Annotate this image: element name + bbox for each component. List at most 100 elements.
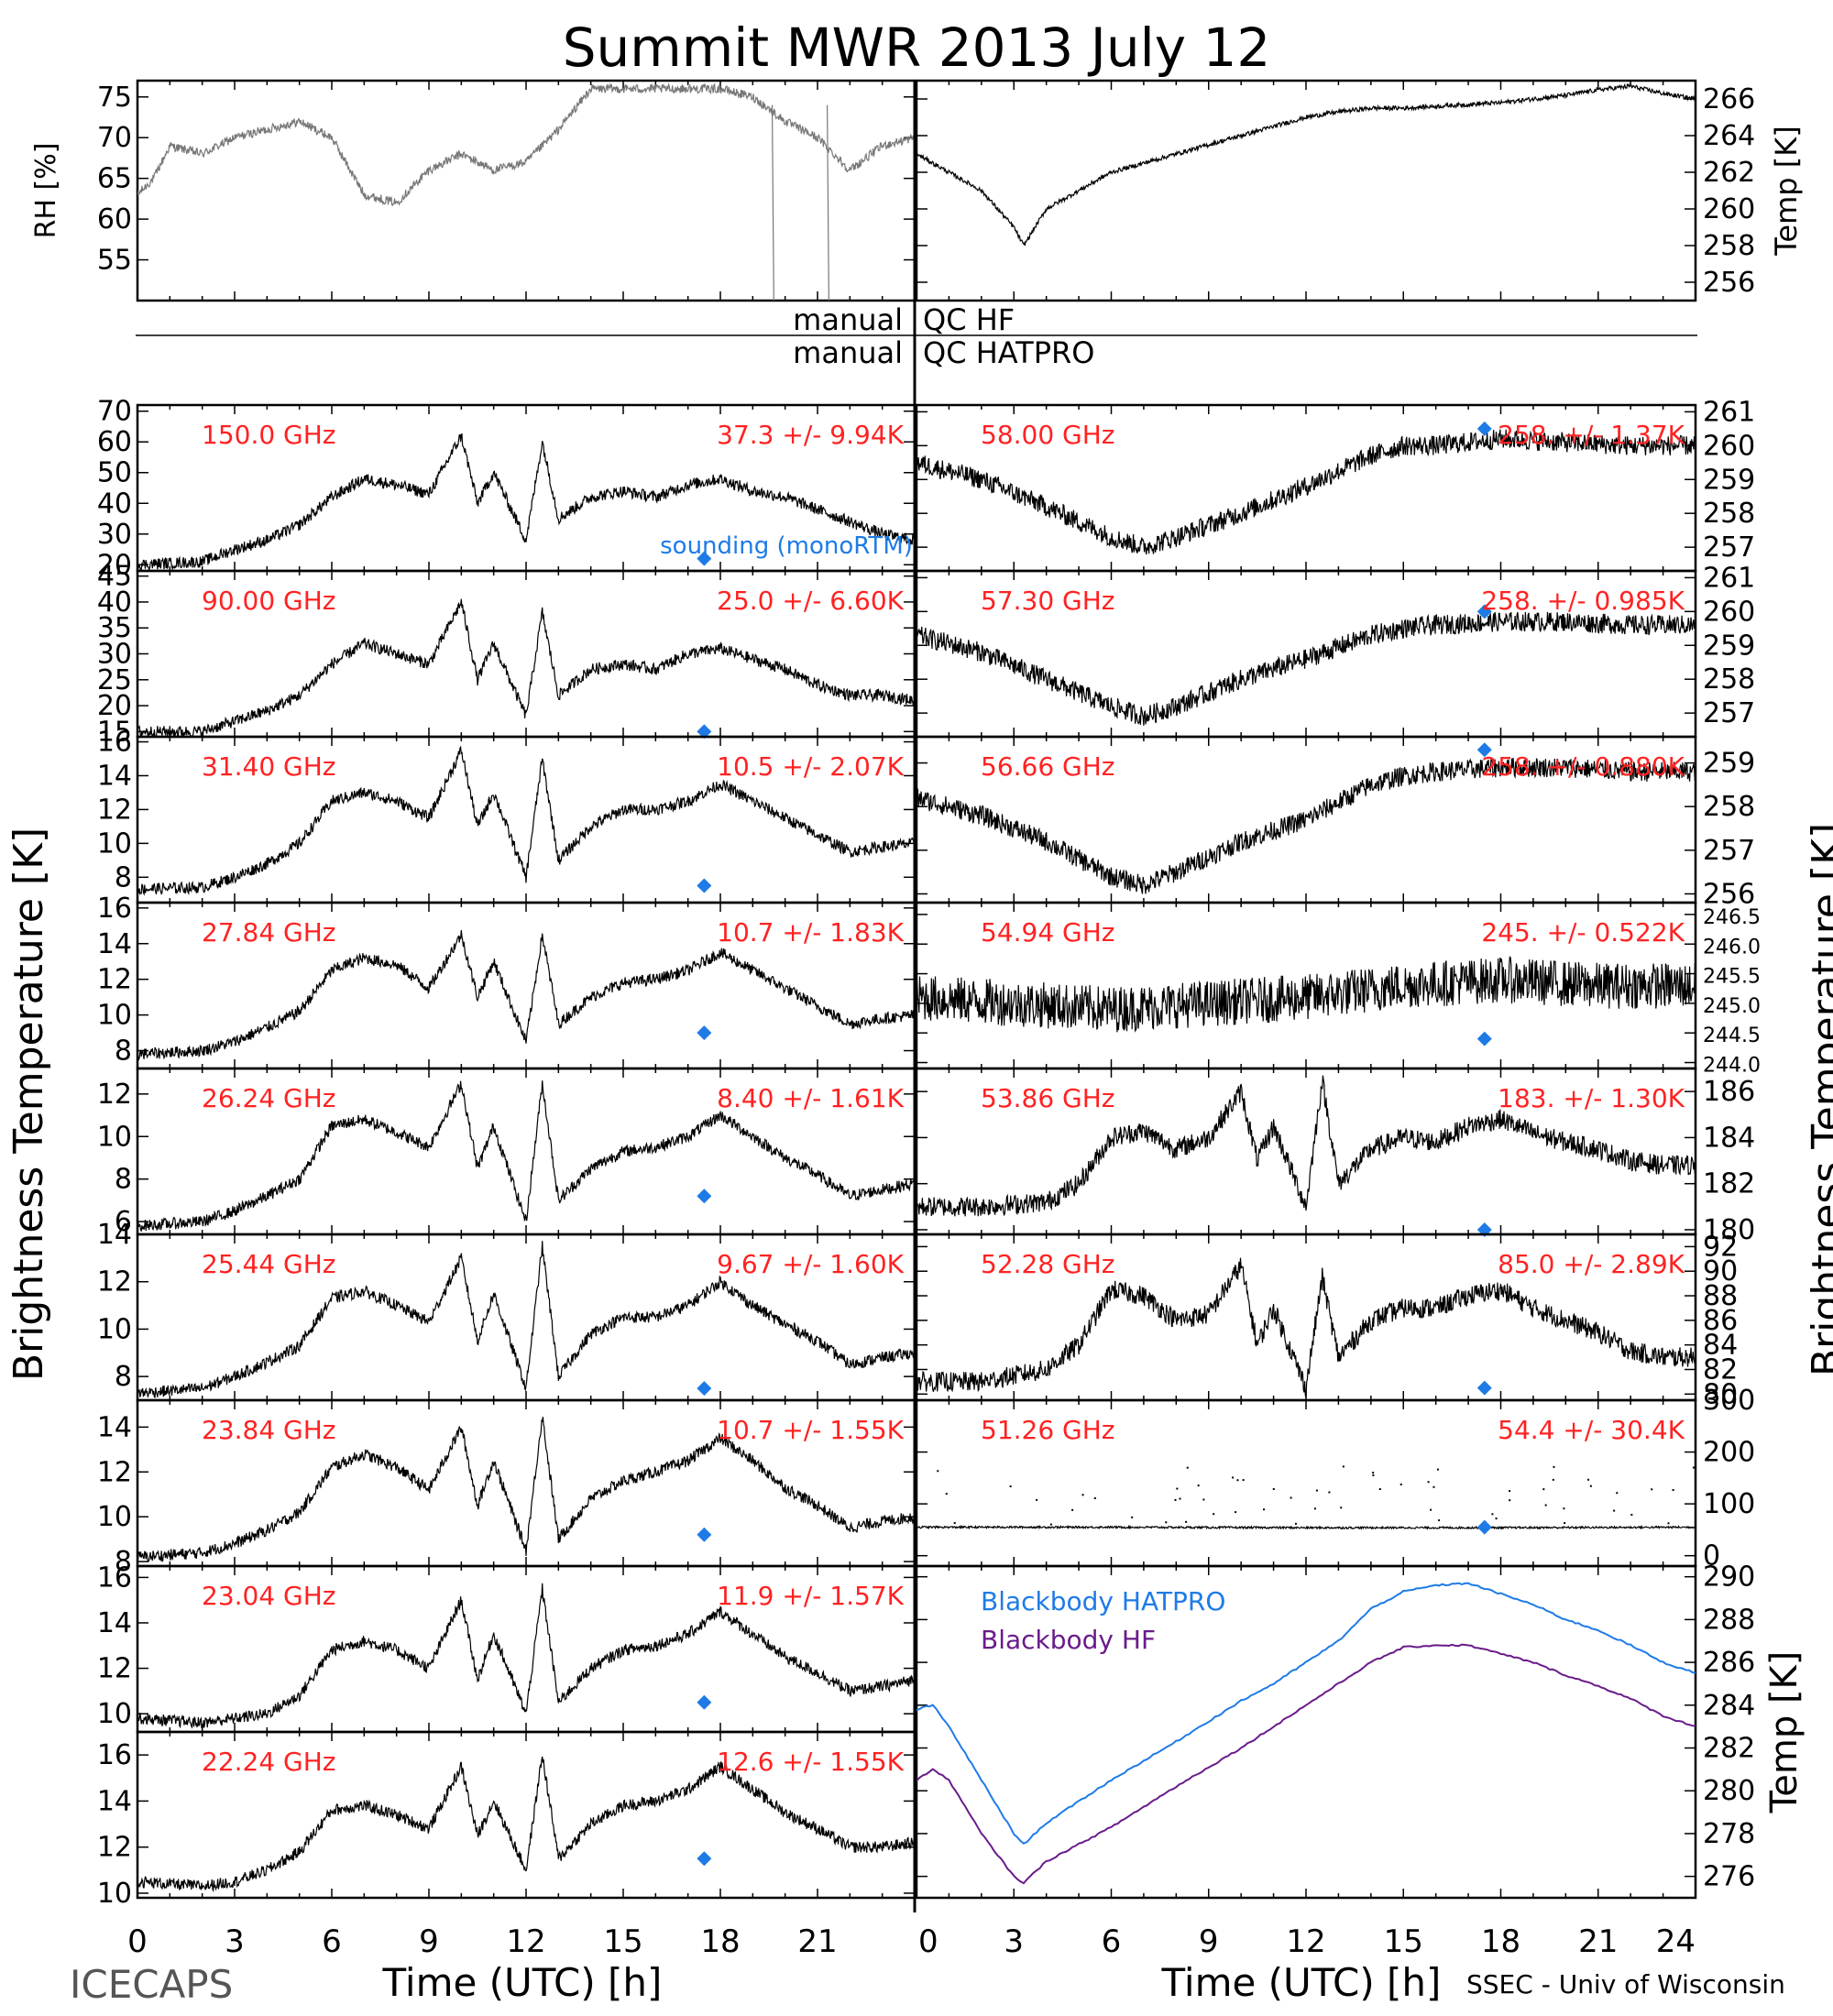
y-tick-label: 10 — [97, 1121, 132, 1153]
y-tick-label: 20 — [97, 690, 132, 722]
outlier-point — [1589, 1485, 1592, 1487]
sounding-marker — [697, 724, 712, 740]
x-tick-label-right: 3 — [1004, 1923, 1024, 1960]
x-axis-label-left: Time (UTC) [h] — [382, 1960, 663, 2005]
y-tick-label: 10 — [97, 1698, 132, 1730]
y-tick-label: 200 — [1703, 1437, 1755, 1469]
y-tick-label: 260 — [1703, 596, 1755, 628]
outlier-point — [1185, 1520, 1188, 1523]
sounding-marker — [1476, 1031, 1492, 1046]
stat-label: 258. +/- 0.985K — [1481, 586, 1685, 616]
freq-label: 58.00 GHz — [981, 420, 1115, 450]
outlier-point — [1509, 1490, 1511, 1493]
y-tick-label: 80 — [1703, 1378, 1738, 1410]
panel-temp: 256 258 260 262 264 266 Temp [K] — [915, 79, 1804, 302]
y-tick-label: 12 — [97, 1653, 132, 1685]
y-tick-label: 245.0 — [1703, 995, 1761, 1018]
y-tick-label: 16 — [97, 893, 132, 925]
y-tick-label: 30 — [97, 639, 132, 671]
outlier-point — [1553, 1465, 1555, 1468]
outlier-point — [937, 1470, 939, 1473]
outlier-point — [1399, 1483, 1402, 1485]
series-f150 — [137, 433, 915, 571]
y-tick-label: 75 — [97, 82, 132, 114]
series-f5800 — [916, 429, 1696, 555]
outlier-point — [1093, 1496, 1096, 1499]
outlier-point — [1009, 1485, 1012, 1488]
y-tick-label: 70 — [97, 396, 132, 428]
y-tick-label: 8 — [115, 861, 132, 893]
freq-label: 53.86 GHz — [981, 1083, 1115, 1113]
outlier-point — [1176, 1487, 1179, 1490]
y-tick-label: 284 — [1703, 1690, 1755, 1722]
outlier-point — [1174, 1498, 1177, 1501]
outlier-point — [1542, 1488, 1545, 1491]
outlier-point — [1372, 1472, 1375, 1474]
series-trace — [916, 429, 1696, 555]
outlier-point — [1672, 1488, 1674, 1491]
y-tick-label: 257 — [1703, 697, 1755, 729]
freq-label: 57.30 GHz — [981, 586, 1115, 616]
y-tick-label: 0 — [1703, 1540, 1720, 1572]
series-trace — [916, 82, 1696, 247]
sounding-marker — [697, 1025, 712, 1041]
footer-left: ICECAPS — [70, 1962, 233, 2007]
stat-label: 85.0 +/- 2.89K — [1498, 1249, 1685, 1279]
series-f5126 — [916, 1465, 1696, 1530]
outlier-point — [1235, 1511, 1237, 1514]
y-tick-label: 20 — [97, 549, 132, 581]
outlier-point — [1315, 1489, 1318, 1492]
outlier-point — [1186, 1466, 1189, 1469]
qc-left-1: manual — [793, 302, 903, 337]
stat-label: 183. +/- 1.30K — [1498, 1083, 1685, 1113]
outlier-point — [1544, 1504, 1547, 1507]
outlier-point — [1071, 1508, 1074, 1511]
stat-label: 12.6 +/- 1.55K — [717, 1747, 904, 1777]
y-tick-label: 15 — [97, 716, 132, 748]
x-tick-label-right: 18 — [1481, 1923, 1520, 1960]
series-trace — [916, 1075, 1696, 1217]
freq-label: 90.00 GHz — [202, 586, 336, 616]
series-trace — [916, 1524, 1696, 1530]
stat-label: 8.40 +/- 1.61K — [717, 1083, 904, 1113]
series-trace — [137, 82, 915, 206]
series-f3140 — [137, 745, 915, 896]
sounding-marker — [697, 878, 712, 893]
y-tick-label: 261 — [1703, 562, 1755, 594]
y-tick-label: 14 — [97, 1411, 132, 1443]
freq-label: 22.24 GHz — [202, 1747, 336, 1777]
sounding-marker — [697, 551, 712, 566]
outlier-point — [1232, 1476, 1235, 1479]
outlier-point — [1049, 1523, 1052, 1526]
series-f2304 — [137, 1583, 915, 1729]
outlier-point — [1372, 1474, 1375, 1476]
y-tick-label: 84 — [1703, 1330, 1738, 1362]
y-tick-label: 180 — [1703, 1214, 1755, 1246]
y-tick-label: 100 — [1703, 1488, 1755, 1520]
freq-label: 150.0 GHz — [202, 420, 336, 450]
series-trace — [916, 956, 1696, 1033]
outlier-point — [1131, 1516, 1134, 1518]
series-f5730 — [916, 611, 1696, 726]
y-tick-label: 16 — [97, 727, 132, 759]
outlier-point — [1036, 1498, 1038, 1501]
series-trace — [137, 745, 915, 896]
outlier-point — [1213, 1513, 1215, 1516]
series-line-0 — [916, 1582, 1696, 1845]
rh-dip — [826, 104, 829, 301]
x-tick-label-right: 24 — [1656, 1923, 1696, 1960]
outlier-point — [1378, 1488, 1381, 1491]
y-tick-label: 244.5 — [1703, 1024, 1761, 1047]
freq-label: 23.84 GHz — [202, 1415, 336, 1445]
y-tick-label: 12 — [97, 1079, 132, 1111]
y-axis-label-right: Brightness Temperature [K] — [1804, 823, 1833, 1376]
x-tick-label-left: 21 — [797, 1923, 837, 1960]
series-trace — [137, 1417, 915, 1562]
y-tick-label: 40 — [97, 586, 132, 619]
y-tick-label: 6 — [115, 1206, 132, 1238]
y-tick-label: 50 — [97, 457, 132, 489]
y-tick-label: 16 — [97, 1739, 132, 1771]
y-tick-label: 245.5 — [1703, 966, 1761, 989]
outlier-point — [1081, 1494, 1084, 1496]
y-tick-label: 276 — [1703, 1861, 1755, 1893]
